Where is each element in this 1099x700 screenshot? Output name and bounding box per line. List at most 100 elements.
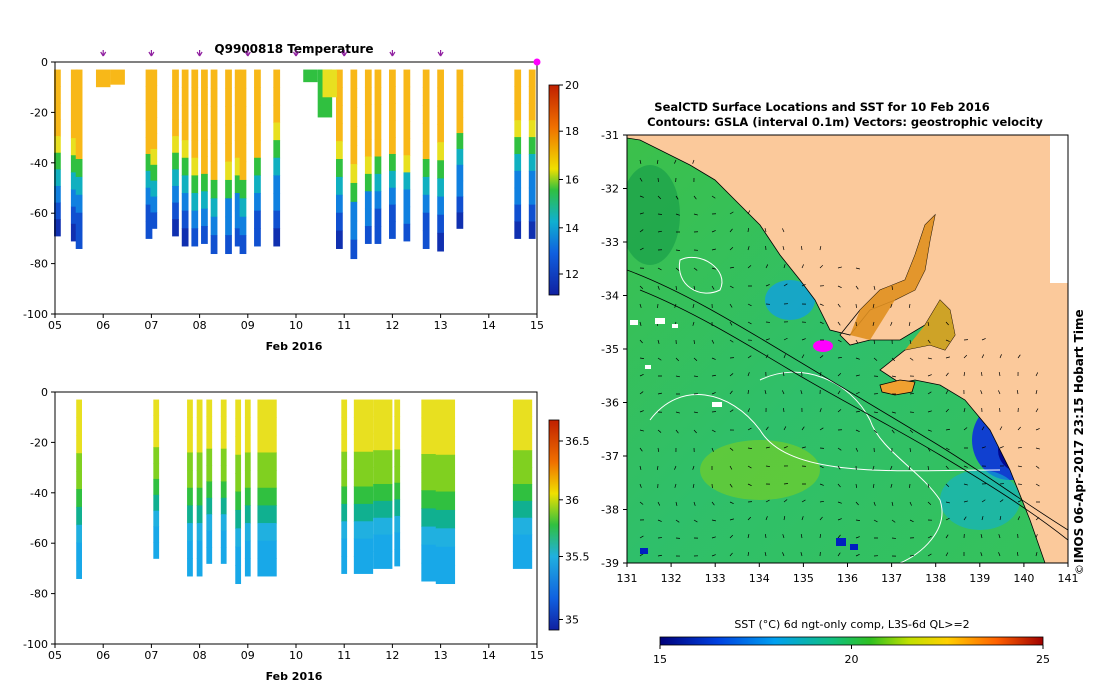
shelf-break-contour-2 (639, 289, 1068, 541)
salinity-profile-cell (435, 491, 456, 511)
map-lat-label: -32 (601, 183, 619, 196)
temperature-profile-cell (225, 161, 232, 181)
map-lon-ticks: 131 132 133 134 135 136 137 138 139 140 141 (617, 563, 1079, 585)
salinity-profile-cell (220, 399, 227, 417)
velocity-vector (674, 303, 677, 308)
temperature-profile-cell (254, 140, 261, 159)
velocity-vector (765, 338, 770, 341)
salinity-profile-cell (353, 399, 374, 418)
temperature-profile-cell (254, 69, 261, 88)
map-lon-label: 136 (837, 572, 858, 585)
salinity-profile-cell (373, 551, 393, 569)
temperature-profile-cell (514, 137, 522, 155)
velocity-vector (729, 518, 734, 521)
velocity-vector (747, 265, 752, 269)
temperature-profile-cell (191, 140, 199, 159)
salinity-x-tick-label: 05 (48, 649, 62, 662)
velocity-vector (782, 246, 785, 251)
temperature-profile-cell (191, 122, 199, 141)
temperature-profile-cell (234, 193, 242, 212)
velocity-vector (657, 519, 662, 522)
temperature-profile-cell (172, 136, 179, 154)
temperature-profile-cell (389, 69, 396, 87)
salinity-profile-cell (76, 524, 82, 544)
velocity-vector (873, 501, 876, 506)
temperature-profile-cell (403, 155, 411, 173)
velocity-vector (692, 483, 695, 488)
salinity-profile-cell (187, 505, 193, 524)
salinity-profile-cell (187, 417, 193, 436)
velocity-vector (747, 321, 752, 325)
temperature-profile-bar (181, 69, 189, 247)
velocity-vector (963, 465, 968, 468)
velocity-vector (675, 519, 680, 523)
temperature-profile-cell (254, 122, 261, 141)
salinity-profile-cell (257, 452, 277, 471)
velocity-vector (693, 285, 696, 290)
current-time-marker (533, 58, 541, 66)
temperature-profile-cell (54, 86, 61, 104)
velocity-vector (729, 465, 733, 470)
temperature-profile-cell (514, 120, 522, 138)
velocity-vector (998, 534, 1001, 539)
temperature-profile-cell (456, 148, 464, 166)
temperature-x-tick-label: 12 (385, 319, 399, 332)
salinity-profile-cell (187, 523, 193, 542)
velocity-vector (729, 501, 734, 504)
temperature-profile-cell (514, 204, 522, 223)
temperature-x-tick-label: 06 (96, 319, 110, 332)
velocity-vector (693, 357, 698, 361)
temperature-x-tick-label: 14 (482, 319, 496, 332)
velocity-vector (639, 357, 645, 359)
salinity-profile-cell (206, 481, 213, 499)
velocity-vector (1035, 552, 1038, 557)
velocity-vector (800, 534, 803, 539)
temperature-profile-cell (75, 212, 83, 232)
temperature-profile-cell (389, 86, 396, 104)
temperature-profile-cell (336, 230, 343, 249)
salinity-profile-cell (244, 470, 251, 489)
salinity-plot-frame (54, 391, 538, 645)
velocity-vector (639, 391, 644, 395)
map-lat-label: -36 (601, 397, 619, 410)
velocity-vector (927, 483, 930, 488)
velocity-vector (819, 408, 822, 413)
salinity-y-tick-label: -80 (30, 588, 48, 601)
temperature-profile-cell (422, 87, 430, 106)
temperature-profile-cell (172, 152, 179, 170)
velocity-vector (729, 409, 734, 413)
data-gap-region (1050, 135, 1068, 283)
velocity-vector (639, 229, 644, 233)
salinity-colorbar-bar (548, 419, 560, 631)
temperature-y-tick-label: -40 (30, 157, 48, 170)
salinity-profile-bar (220, 399, 227, 564)
salinity-profile-cell (235, 528, 242, 548)
temperature-profile-cell (234, 175, 242, 194)
temperature-profile-bar (145, 69, 153, 239)
salinity-profile-cell (512, 450, 533, 468)
temperature-profile-cell (239, 161, 247, 181)
temperature-profile-cell (403, 120, 411, 139)
gsla-contour-white (678, 256, 723, 294)
velocity-vector (927, 391, 932, 395)
temperature-profile-cell (150, 196, 158, 213)
velocity-vector (639, 159, 642, 164)
temperature-profile-cell (145, 120, 153, 138)
temperature-profile-cell (172, 86, 179, 104)
velocity-vector (891, 519, 896, 523)
velocity-vector (729, 321, 733, 326)
temperature-profile-cell (234, 87, 242, 106)
temperature-profile-bar (514, 69, 522, 239)
temperature-profile-cell (225, 106, 232, 126)
velocity-vector (729, 285, 734, 289)
temperature-profile-cell (70, 120, 78, 139)
temperature-profile-cell (225, 179, 232, 199)
temperature-profile-cell (191, 157, 199, 176)
salinity-profile-cell (435, 473, 456, 493)
temperature-profile-cell (456, 164, 464, 182)
temperature-profile-cell (145, 86, 153, 104)
velocity-vector (711, 411, 717, 413)
velocity-vector (1035, 447, 1040, 450)
temperature-profile-cell (70, 86, 78, 105)
salinity-profile-cell (373, 399, 393, 417)
